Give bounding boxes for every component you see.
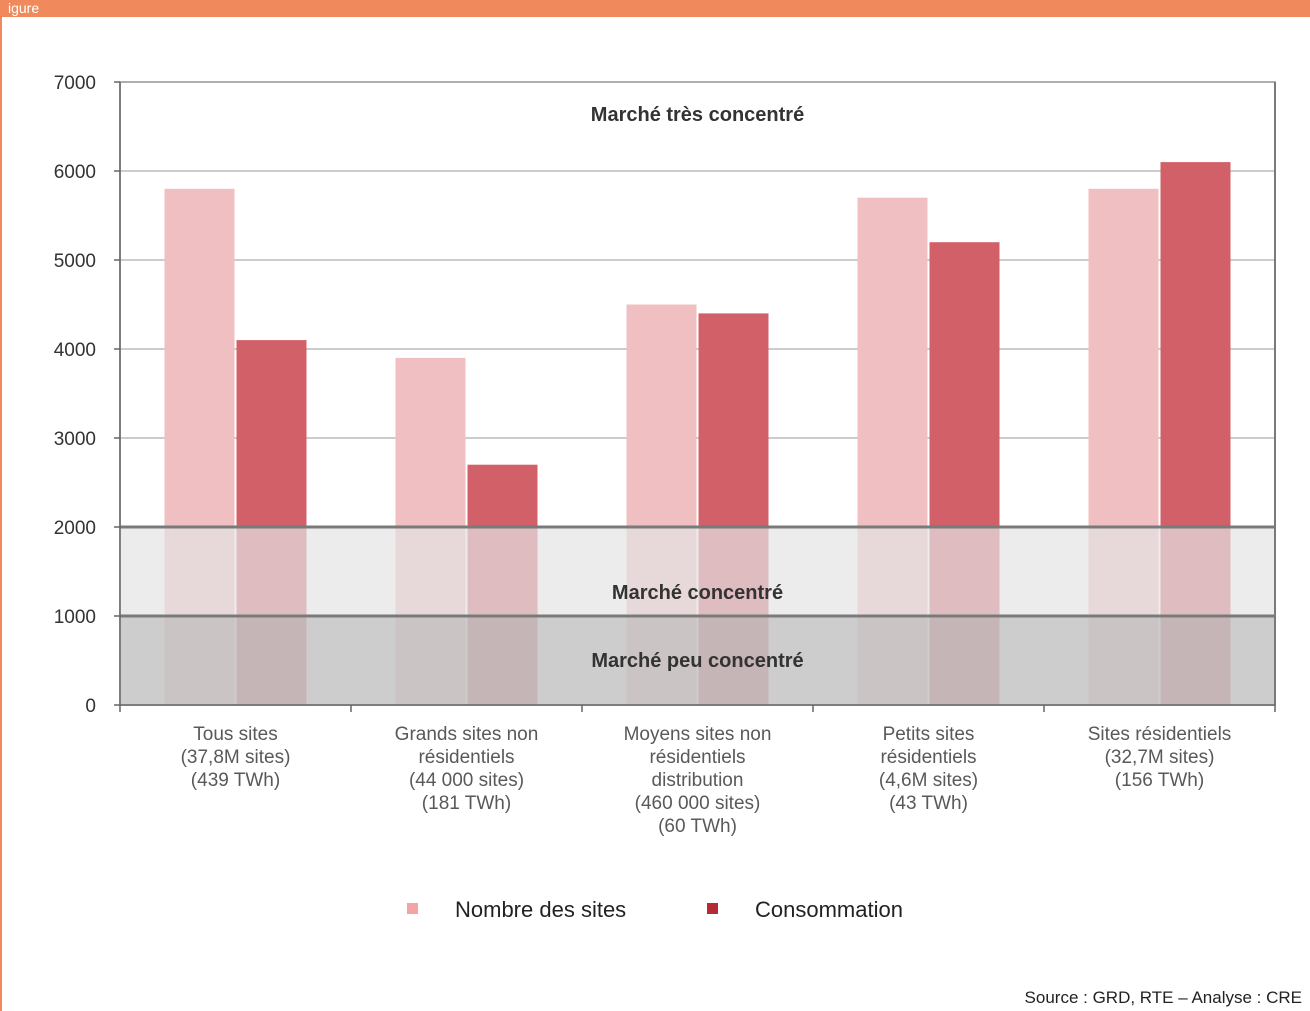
zone-band-1: [120, 527, 1275, 616]
category-label-line: (60 TWh): [658, 816, 737, 837]
category-label-line: distribution: [652, 770, 744, 791]
zone-label-1: Marché concentré: [612, 582, 783, 604]
category-label-3: Petits sites résidentiels (4,6M sites) (43 …: [879, 724, 978, 814]
category-label-line: résidentiels: [649, 747, 745, 768]
category-label-2: Moyens sites non résidentiels distribution…: [624, 724, 772, 837]
legend-swatch-1: [707, 903, 718, 914]
y-tick-label-6000: 6000: [54, 162, 96, 183]
y-tick-label-1000: 1000: [54, 607, 96, 628]
left-border-rule: [0, 17, 2, 1011]
legend-label-1: Consommation: [755, 897, 903, 922]
category-label-line: (43 TWh): [889, 793, 968, 814]
zone-label-2: Marché très concentré: [591, 104, 804, 126]
category-label-0: Tous sites (37,8M sites) (439 TWh): [181, 724, 291, 791]
category-label-line: Grands sites non: [395, 724, 539, 745]
legend-swatch-0: [407, 903, 418, 914]
figure-header-text: igure: [8, 0, 40, 16]
y-tick-label-2000: 2000: [54, 518, 96, 539]
category-label-line: Petits sites: [883, 724, 975, 745]
zone-label-0: Marché peu concentré: [591, 650, 803, 672]
labels-layer: Marché peu concentré Marché concentré Marc…: [181, 104, 1232, 837]
zone-band-0: [120, 616, 1275, 705]
category-label-line: (44 000 sites): [409, 770, 524, 791]
legend: Nombre des sites Consommation: [407, 897, 903, 922]
category-label-line: résidentiels: [418, 747, 514, 768]
figure-header-bar: igure: [0, 0, 1310, 17]
category-label-line: (4,6M sites): [879, 770, 978, 791]
category-label-line: (439 TWh): [191, 770, 280, 791]
y-tick-label-7000: 7000: [54, 73, 96, 94]
source-note: Source : GRD, RTE – Analyse : CRE: [1024, 988, 1302, 1007]
category-label-4: Sites résidentiels (32,7M sites) (156 TWh): [1088, 724, 1232, 791]
category-label-line: (37,8M sites): [181, 747, 291, 768]
category-label-line: Sites résidentiels: [1088, 724, 1232, 745]
category-label-line: (460 000 sites): [635, 793, 761, 814]
y-tick-label-4000: 4000: [54, 340, 96, 361]
zone-overlay-layer: [120, 82, 1276, 705]
category-label-1: Grands sites non résidentiels (44 000 site…: [395, 724, 539, 814]
category-label-line: (156 TWh): [1115, 770, 1204, 791]
y-tick-label-5000: 5000: [54, 251, 96, 272]
category-label-line: résidentiels: [880, 747, 976, 768]
legend-label-0: Nombre des sites: [455, 897, 626, 922]
y-tick-label-0: 0: [85, 696, 96, 717]
axes-layer: 0 1000 2000 3000 4000 5000 6000 7000: [54, 73, 1276, 717]
category-label-line: Moyens sites non: [624, 724, 772, 745]
category-label-line: (32,7M sites): [1105, 747, 1215, 768]
category-label-line: Tous sites: [193, 724, 277, 745]
category-label-line: (181 TWh): [422, 793, 511, 814]
y-tick-label-3000: 3000: [54, 429, 96, 450]
